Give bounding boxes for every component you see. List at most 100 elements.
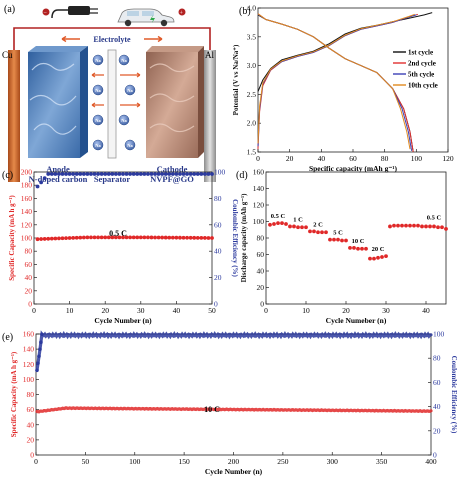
al-collector bbox=[204, 50, 216, 182]
separator-membrane bbox=[107, 49, 117, 159]
cathode-material-label: NVPF@GO bbox=[150, 174, 194, 184]
efficiency-point bbox=[113, 172, 118, 176]
discharge-point bbox=[308, 229, 312, 234]
na-ion-label: Na bbox=[95, 58, 101, 63]
panel-letter: (b) bbox=[239, 6, 251, 17]
efficiency-point bbox=[124, 172, 129, 176]
efficiency-point bbox=[202, 172, 207, 176]
efficiency-point bbox=[149, 172, 154, 176]
legend-label: 10th cycle bbox=[408, 82, 438, 90]
anode-material-label: N-doped carbon bbox=[29, 174, 88, 184]
na-ion-icon bbox=[92, 54, 104, 66]
y2-tick-label: 20 bbox=[433, 426, 441, 435]
efficiency-point bbox=[60, 172, 65, 176]
na-ion-label: Na bbox=[121, 58, 127, 63]
x-tick-label: 100 bbox=[411, 154, 423, 163]
y-tick-label: 40 bbox=[27, 420, 35, 429]
x-tick-label: 20 bbox=[286, 154, 294, 163]
efficiency-point bbox=[85, 172, 90, 176]
capacity-point bbox=[117, 235, 122, 240]
capacity-point bbox=[138, 235, 143, 240]
y-tick-label: 3.0 bbox=[247, 61, 257, 70]
capacity-point bbox=[103, 235, 108, 240]
x-tick-label: 150 bbox=[179, 457, 191, 466]
discharge-point bbox=[328, 237, 332, 242]
capacity-point bbox=[60, 236, 65, 241]
x-axis-label: Cycle Number (n) bbox=[205, 467, 263, 476]
efficiency-point bbox=[74, 172, 79, 176]
capacity-point bbox=[188, 235, 193, 240]
efficiency-point bbox=[96, 172, 100, 176]
x-tick-label: 50 bbox=[82, 457, 90, 466]
x-tick-label: 300 bbox=[327, 457, 339, 466]
na-ion-label: Na bbox=[95, 88, 101, 93]
capacity-point bbox=[71, 235, 76, 240]
efficiency-point bbox=[156, 172, 161, 176]
efficiency-point bbox=[131, 172, 136, 176]
discharge-point bbox=[288, 224, 292, 229]
capacity-point bbox=[39, 237, 44, 241]
capacity-point bbox=[113, 235, 118, 240]
plot-frame bbox=[257, 7, 449, 153]
efficiency-point bbox=[178, 172, 182, 176]
na-ion-icon bbox=[92, 114, 104, 126]
rate-label: 20 C bbox=[372, 246, 385, 253]
y-tick-label: 100 bbox=[23, 375, 35, 384]
efficiency-point bbox=[37, 354, 41, 359]
y2-tick-label: 80 bbox=[433, 354, 441, 363]
y-tick-label: 140 bbox=[253, 184, 265, 193]
x-tick-label: 20 bbox=[101, 306, 109, 315]
discharge-point bbox=[296, 225, 300, 230]
series-2-discharge-line bbox=[257, 13, 414, 153]
rate-label: 2 C bbox=[313, 221, 323, 228]
discharge-point bbox=[312, 229, 316, 234]
x-tick-label: 50 bbox=[208, 306, 216, 315]
discharge-point bbox=[320, 230, 324, 235]
efficiency-point bbox=[35, 184, 40, 189]
y-tick-label: 2.0 bbox=[247, 119, 257, 128]
capacity-point bbox=[167, 235, 172, 240]
x-tick-label: 40 bbox=[318, 154, 326, 163]
capacity-point bbox=[110, 235, 115, 240]
y-tick-label: 60 bbox=[27, 405, 35, 414]
efficiency-point bbox=[35, 368, 39, 373]
efficiency-point bbox=[81, 172, 86, 176]
discharge-point bbox=[272, 222, 276, 226]
x-tick-label: 200 bbox=[228, 457, 240, 466]
capacity-point bbox=[153, 235, 157, 240]
y-tick-label: 120 bbox=[21, 220, 33, 229]
capacity-point bbox=[78, 235, 83, 240]
capacity-point bbox=[149, 235, 154, 240]
x-tick-label: 400 bbox=[425, 457, 437, 466]
discharge-point bbox=[396, 223, 400, 228]
efficiency-point bbox=[53, 172, 58, 176]
positive-terminal-icon bbox=[178, 8, 186, 16]
y-tick-label: 0 bbox=[30, 451, 34, 460]
x-tick-label: 60 bbox=[349, 154, 357, 163]
separator-label: Separator bbox=[94, 174, 131, 184]
y-tick-label: 160 bbox=[253, 168, 265, 177]
efficiency-point bbox=[174, 172, 179, 176]
y2-tick-label: 80 bbox=[214, 194, 222, 203]
x-tick-label: 350 bbox=[376, 457, 388, 466]
na-ion-icon bbox=[92, 139, 104, 151]
x-tick-label: 40 bbox=[422, 306, 430, 315]
y-tick-label: 40 bbox=[257, 267, 265, 276]
rate-label: 0.5 C bbox=[427, 215, 442, 222]
series-1-discharge-line bbox=[257, 14, 414, 153]
discharge-point bbox=[268, 222, 272, 227]
y2-tick-label: 100 bbox=[433, 330, 445, 339]
panel-letter: (d) bbox=[236, 170, 248, 181]
plug-icon bbox=[51, 6, 98, 19]
capacity-point bbox=[124, 235, 129, 240]
capacity-point bbox=[131, 235, 136, 240]
ion-arrows-bottom bbox=[91, 102, 141, 108]
efficiency-point bbox=[49, 172, 54, 176]
svg-text:+: + bbox=[180, 11, 184, 17]
y2-tick-label: 40 bbox=[433, 402, 441, 411]
panel-letter: (c) bbox=[2, 170, 13, 181]
efficiency-point bbox=[36, 361, 40, 366]
efficiency-point bbox=[181, 172, 186, 176]
x-tick-label: 40 bbox=[173, 306, 181, 315]
